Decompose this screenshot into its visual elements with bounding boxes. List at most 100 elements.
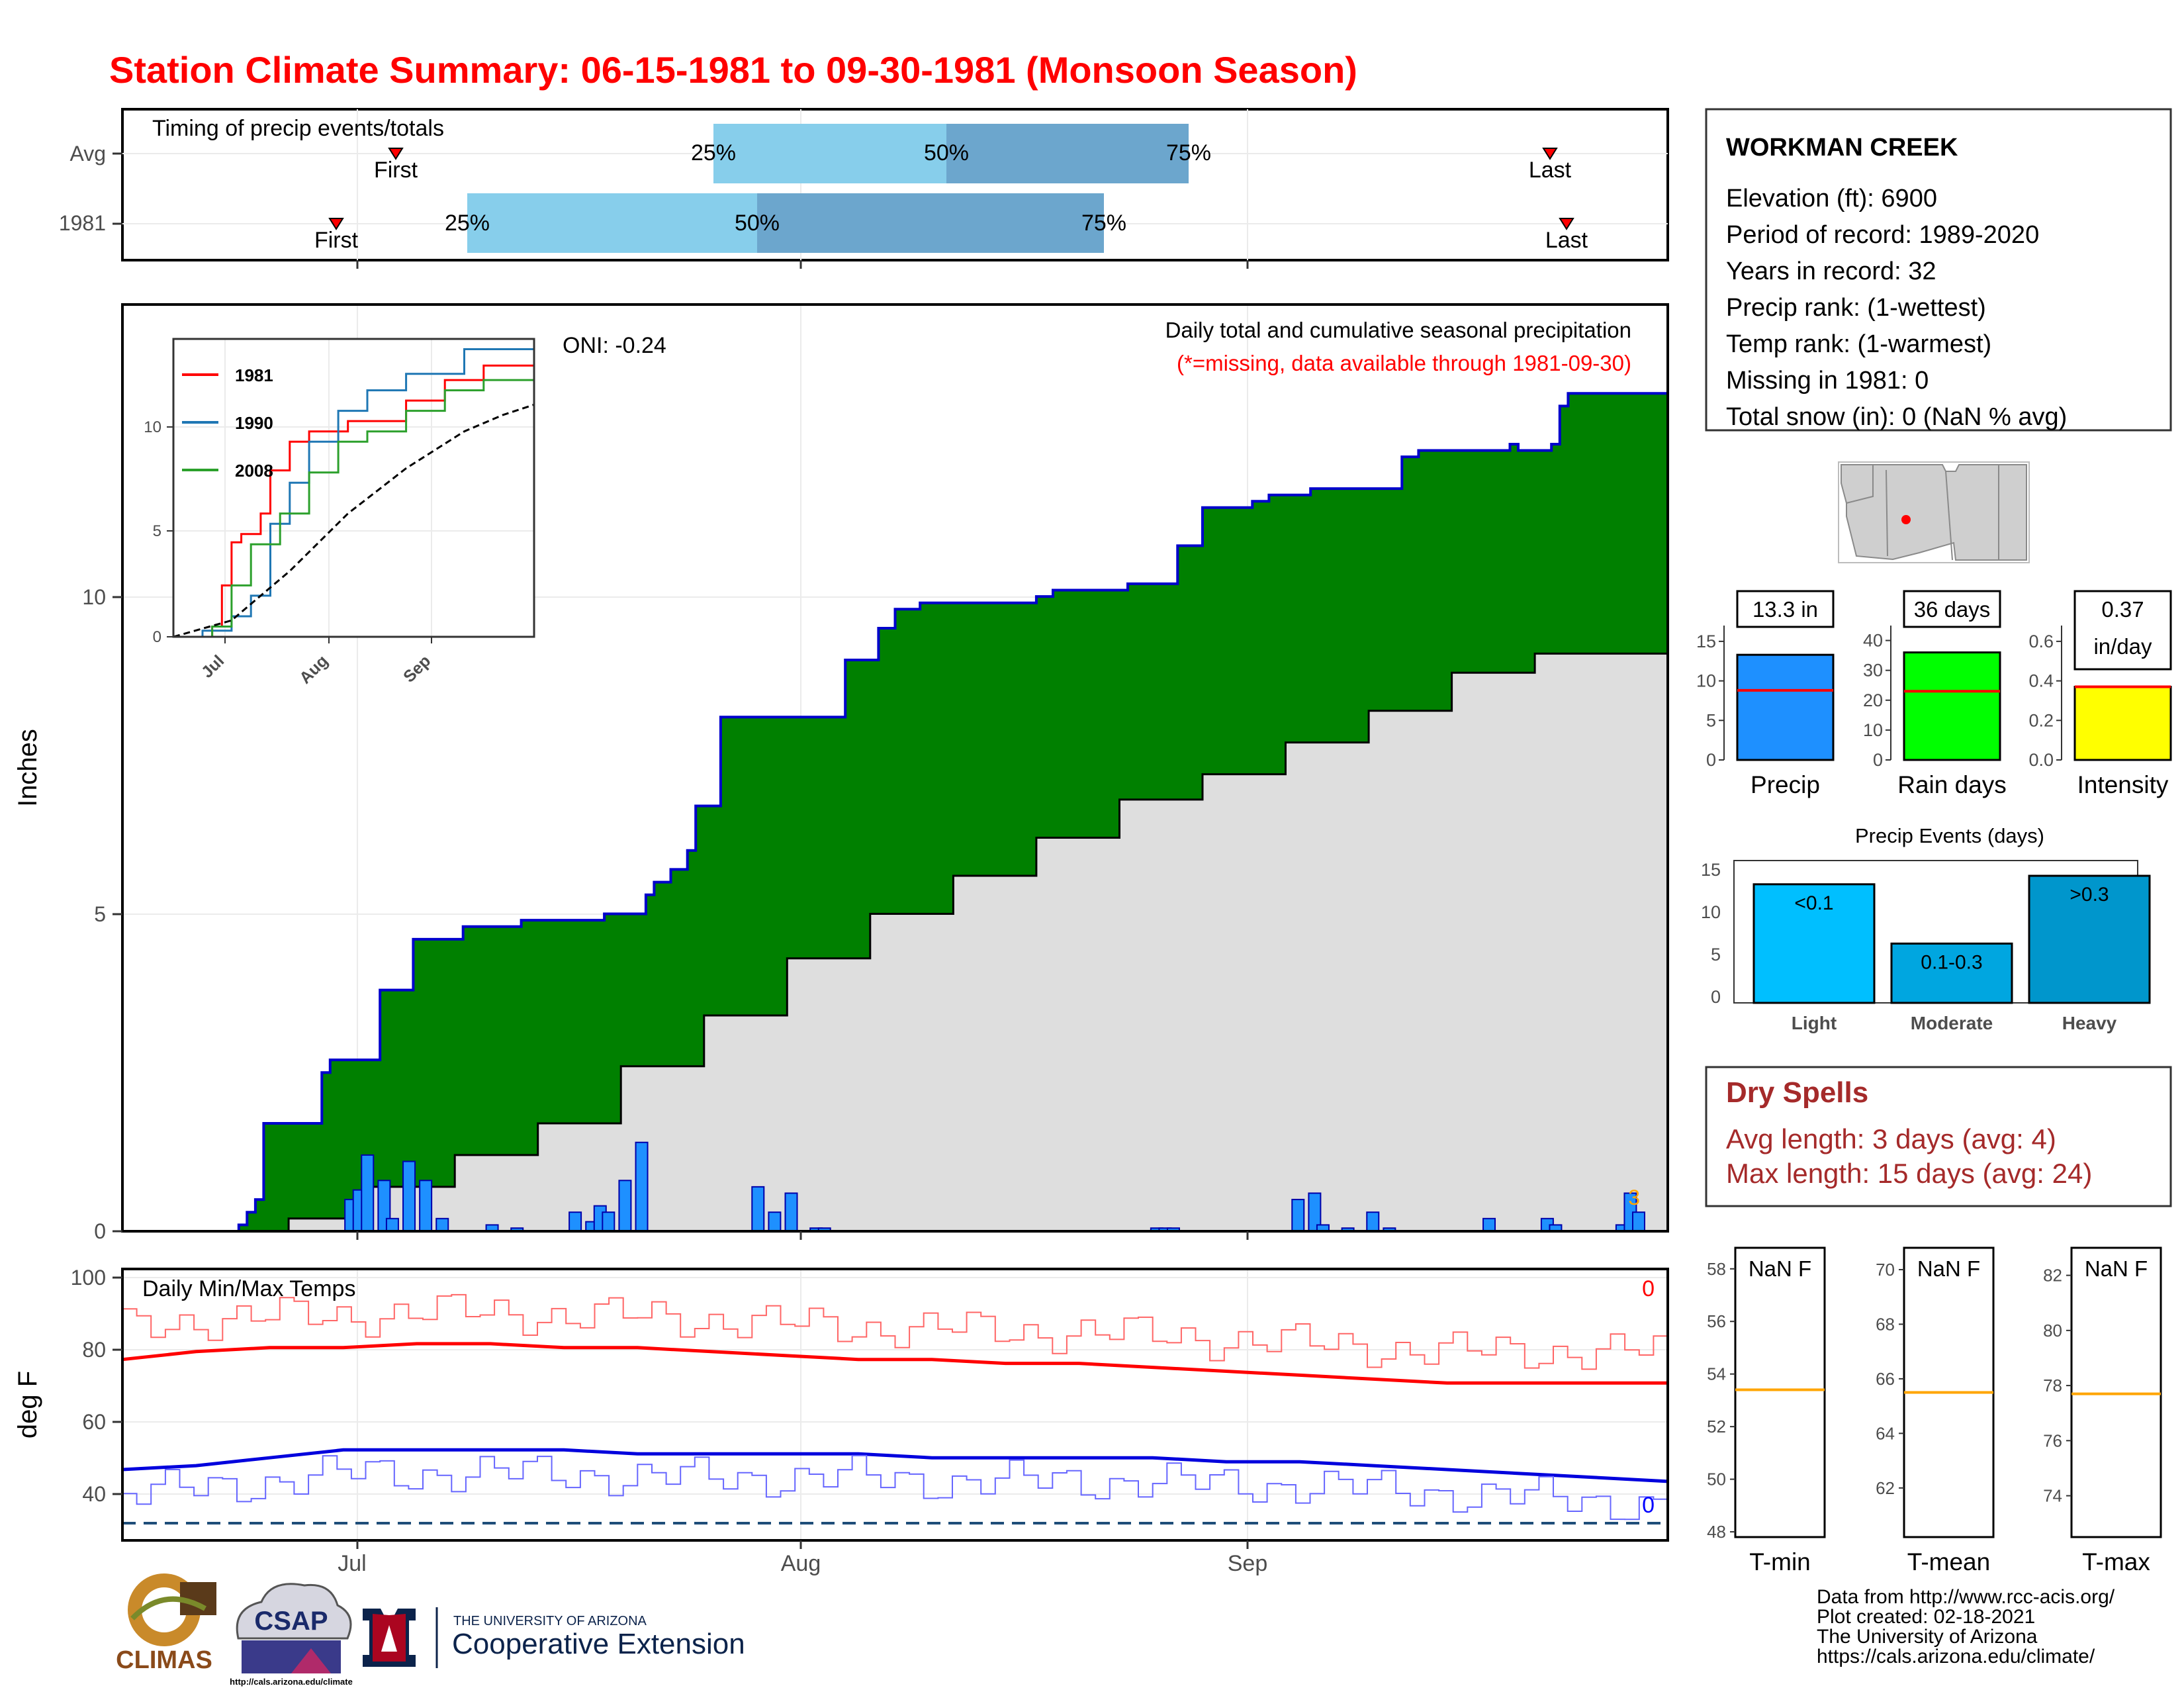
events-xtick-light: Light — [1792, 1013, 1837, 1033]
station-location-dot — [1901, 515, 1911, 524]
temp-summary-ytick-label: 64 — [1876, 1423, 1895, 1443]
daily-precip-bar — [1291, 1199, 1305, 1233]
summary-value-box-1 — [1903, 590, 2001, 628]
ytick-10: 10 — [82, 585, 106, 609]
temp-summary-value-1: NaN F — [1917, 1256, 1980, 1281]
summary-ytick-label: 10 — [1696, 671, 1716, 691]
summary-label-0: Precip — [1751, 771, 1820, 798]
inset-line-avg — [173, 403, 535, 638]
station-line-missing: Missing in 1981: 0 — [1726, 367, 1929, 395]
timing-panel: Timing of precip events/totals First Las… — [59, 108, 1669, 269]
summary-ytick-label: 0 — [1873, 750, 1883, 770]
summary-label-2: Intensity — [2077, 771, 2169, 798]
timing-row-avg: Avg — [69, 142, 106, 165]
inset-ytick-5: 5 — [153, 522, 161, 540]
summary-value-unit-2: in/day — [2093, 634, 2152, 659]
xtick-sep: Sep — [1228, 1551, 1268, 1576]
daily-precip-bar — [385, 1217, 399, 1232]
temp-summary-ytick-label: 76 — [2043, 1430, 2062, 1450]
temp-summary-ytick-label: 54 — [1707, 1364, 1726, 1384]
station-line-temp-rank: Temp rank: (1-warmest) — [1726, 330, 1991, 358]
y1981-q25-label: 25% — [445, 211, 490, 236]
dry-spells-title: Dry Spells — [1726, 1076, 1868, 1109]
avg-q50-label: 50% — [924, 140, 969, 165]
summary-ytick-label: 0.4 — [2028, 671, 2054, 691]
temp-summary-label-1: T-mean — [1907, 1548, 1990, 1575]
summary-value-box-0 — [1736, 590, 1835, 628]
avg-last-label: Last — [1529, 158, 1572, 183]
station-line-period: Period of record: 1989-2020 — [1726, 221, 2039, 249]
temp-summary-ytick-label: 62 — [1876, 1478, 1895, 1498]
y1981-last-label: Last — [1545, 228, 1588, 253]
tmax-average-line — [122, 1342, 1668, 1385]
daily-precip-bar — [361, 1154, 375, 1233]
footer-credits: Data from http://www.rcc-acis.org/ Plot … — [1817, 1586, 2115, 1667]
summary-ytick-label: 5 — [1706, 710, 1716, 730]
station-name: WORKMAN CREEK — [1726, 134, 1958, 162]
temp-ytick-60: 60 — [82, 1410, 106, 1434]
events-xtick-heavy: Heavy — [2062, 1013, 2117, 1033]
timing-title: Timing of precip events/totals — [152, 116, 444, 141]
y1981-q50-q75-bar — [757, 193, 1104, 253]
temp-summary-ytick-label: 56 — [1707, 1311, 1726, 1331]
daily-precip-bar — [751, 1186, 765, 1232]
csap-url: http://cals.arizona.edu/climate — [230, 1677, 353, 1687]
summary-bar-2 — [2073, 686, 2172, 761]
average-precip-area — [122, 634, 1668, 1231]
station-line-years: Years in record: 32 — [1726, 258, 1936, 285]
summary-ytick-label: 30 — [1863, 661, 1883, 680]
daily-precip-bar — [402, 1160, 416, 1232]
daily-precip-bar — [768, 1211, 782, 1233]
csap-logo-text: CSAP — [254, 1607, 328, 1636]
station-line-elevation: Elevation (ft): 6900 — [1726, 185, 1937, 212]
event-bar-label-moderate: 0.1-0.3 — [1921, 951, 1982, 973]
temp-summary-label-2: T-max — [2082, 1548, 2150, 1575]
temp-summary-ytick-label: 78 — [2043, 1376, 2062, 1395]
events-xtick-moderate: Moderate — [1911, 1013, 1993, 1033]
summary-ytick-label: 40 — [1863, 631, 1883, 651]
ua-cooperative-extension-logo: THE UNIVERSITY OF ARIZONA Cooperative Ex… — [363, 1607, 745, 1668]
temp-summary-box-2 — [2070, 1246, 2162, 1538]
summary-label-1: Rain days — [1897, 771, 2007, 798]
ytick-0: 0 — [94, 1219, 106, 1243]
avg-first-marker — [388, 148, 404, 160]
xtick-jul: Jul — [338, 1551, 366, 1576]
tmax-missing: 0 — [1642, 1276, 1655, 1301]
event-bar-moderate — [1890, 942, 2013, 1004]
temp-summary-ytick-label: 58 — [1707, 1259, 1726, 1279]
tmin-missing: 0 — [1642, 1493, 1655, 1518]
inset-ytick-0: 0 — [153, 628, 161, 646]
event-bar-heavy — [2028, 874, 2151, 1004]
y1981-q25-q50-bar — [467, 193, 757, 253]
temp-summary-box-0 — [1734, 1246, 1826, 1538]
summary-bar-charts: 0 5 10 15 13.3 in Precip 0 10 20 30 40 36 days Rain … — [1696, 590, 2172, 798]
ytick-5: 5 — [94, 902, 106, 926]
temp-summary-value-2: NaN F — [2085, 1256, 2148, 1281]
location-map — [1838, 461, 2030, 563]
temp-summary-ytick-label: 52 — [1707, 1417, 1726, 1436]
y1981-first-label: First — [314, 228, 359, 253]
tmin-daily-line — [122, 1454, 1668, 1521]
footer-line-university: The University of Arizona — [1817, 1626, 2038, 1648]
temp-summary-ytick-label: 80 — [2043, 1321, 2062, 1340]
inset-ytick-10: 10 — [144, 418, 161, 436]
summary-ytick-label: 0.6 — [2028, 632, 2054, 651]
temp-summary-ytick-label: 66 — [1876, 1369, 1895, 1389]
event-bar-label-heavy: >0.3 — [2070, 884, 2109, 906]
precip-legend-title: Daily total and cumulative seasonal prec… — [1165, 318, 1631, 342]
daily-precip-bar — [602, 1211, 615, 1233]
summary-ytick-label: 0.0 — [2028, 750, 2054, 770]
summary-value-1: 36 days — [1914, 597, 1991, 622]
summary-ytick-label: 0.2 — [2028, 710, 2054, 730]
daily-precip-bar — [635, 1141, 649, 1232]
inset-chart: 1981 1990 2008 0 5 10 Jul Aug Sep — [144, 338, 535, 688]
oni-label: ONI: -0.24 — [563, 333, 666, 358]
summary-ytick-label: 0 — [1706, 750, 1716, 770]
summary-value-box-2 — [2073, 590, 2172, 671]
daily-precip-bar — [419, 1180, 433, 1233]
summary-ytick-label: 15 — [1696, 632, 1716, 651]
event-bar-light — [1752, 883, 1876, 1004]
inset-legend-2008: 2008 — [235, 461, 273, 481]
daily-precip-bar — [1631, 1211, 1645, 1233]
dry-spells-avg: Avg length: 3 days (avg: 4) — [1726, 1123, 2056, 1154]
